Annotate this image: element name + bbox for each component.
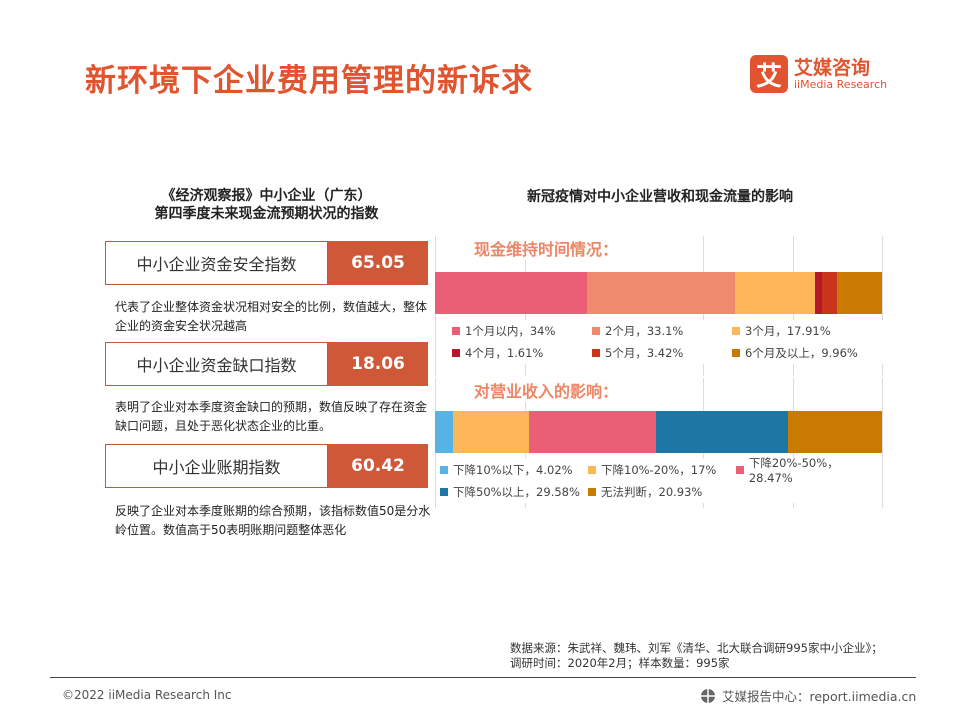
- bar-segment: [814, 272, 823, 314]
- legend-label: 无法判断，20.93%: [601, 485, 703, 499]
- legend-item: 下降20%-50%，28.47%: [736, 456, 880, 485]
- legend-item: 下降10%以下，4.02%: [440, 459, 588, 481]
- logo-mark: 艾: [750, 55, 788, 93]
- bar-segment: [822, 272, 838, 314]
- legend-item: 5个月，3.42%: [592, 342, 732, 364]
- index-desc: 代表了企业整体资金状况相对安全的比例，数值越大，整体企业的资金安全状况越高: [115, 300, 428, 333]
- index-value: 18.06: [328, 342, 428, 386]
- stacked-bar: [435, 411, 882, 453]
- chart-title: 对营业收入的影响：: [474, 378, 623, 402]
- left-heading: 《经济观察报》中小企业（广东） 第四季度未来现金流预期状况的指数: [105, 187, 428, 223]
- logo: 艾 艾媒咨询 iiMedia Research: [750, 55, 887, 93]
- left-heading-line2: 第四季度未来现金流预期状况的指数: [154, 206, 379, 222]
- legend: 下降10%以下，4.02% 下降10%-20%，17% 下降20%-50%，28.4…: [440, 456, 880, 503]
- globe-icon: [701, 688, 715, 703]
- logo-en: iiMedia Research: [794, 77, 888, 91]
- legend-swatch: [452, 327, 460, 335]
- footer-site-text: 艾媒报告中心：report.iimedia.cn: [722, 689, 917, 704]
- chart-title: 现金维持时间情况：: [474, 236, 623, 260]
- bar-segment: [452, 411, 529, 453]
- legend-label: 6个月及以上，9.96%: [745, 346, 858, 360]
- bar-segment: [734, 272, 815, 314]
- stacked-bar: [435, 272, 882, 314]
- legend-label: 1个月以内，34%: [465, 324, 556, 338]
- left-heading-line1: 《经济观察报》中小企业（广东）: [161, 188, 372, 204]
- copyright: ©2022 iiMedia Research Inc: [62, 688, 232, 702]
- legend-item: 6个月及以上，9.96%: [732, 342, 882, 364]
- gridline: [882, 378, 883, 508]
- logo-cn: 艾媒咨询: [794, 56, 871, 79]
- legend-item: 1个月以内，34%: [452, 320, 592, 342]
- legend-swatch: [588, 466, 596, 474]
- index-value: 65.05: [328, 241, 428, 285]
- page-title: 新环境下企业费用管理的新诉求: [85, 63, 533, 99]
- legend-label: 4个月，1.61%: [465, 346, 544, 360]
- source-note: 数据来源：朱武祥、魏玮、刘军《清华、北大联合调研995家中小企业》； 调研时间：…: [510, 641, 883, 671]
- legend-item: 无法判断，20.93%: [588, 481, 736, 503]
- index-desc: 表明了企业对本季度资金缺口的预期，数值反映了存在资金缺口问题，且处于恶化状态企业…: [115, 400, 428, 433]
- legend-label: 3个月，17.91%: [745, 324, 831, 338]
- legend: 1个月以内，34% 2个月，33.1% 3个月，17.91% 4个月，1.61% 5个月…: [452, 320, 892, 364]
- footer-divider: [50, 677, 916, 678]
- legend-label: 下降10%以下，4.02%: [453, 463, 573, 477]
- index-desc: 反映了企业对本季度账期的综合预期，该指标数值50是分水岭位置。数值高于50表明账…: [115, 504, 431, 537]
- legend-label: 2个月，33.1%: [605, 324, 684, 338]
- footer-site: 艾媒报告中心：report.iimedia.cn: [700, 686, 916, 705]
- index-name: 中小企业资金安全指数: [105, 241, 328, 285]
- legend-swatch: [452, 349, 460, 357]
- legend-item: 4个月，1.61%: [452, 342, 592, 364]
- legend-item: 3个月，17.91%: [732, 320, 882, 342]
- legend-swatch: [592, 327, 600, 335]
- legend-item: 2个月，33.1%: [592, 320, 732, 342]
- right-heading: 新冠疫情对中小企业营收和现金流量的影响: [527, 189, 793, 205]
- bar-segment: [837, 272, 882, 314]
- bar-segment: [788, 411, 882, 453]
- legend-label: 下降50%以上，29.58%: [453, 485, 580, 499]
- legend-swatch: [592, 349, 600, 357]
- legend-swatch: [440, 488, 448, 496]
- legend-swatch: [736, 466, 744, 474]
- bar-segment: [656, 411, 789, 453]
- index-value: 60.42: [328, 444, 428, 488]
- legend-swatch: [440, 466, 448, 474]
- bar-segment: [586, 272, 735, 314]
- index-box: 中小企业账期指数 60.42: [105, 444, 428, 488]
- source-line: 调研时间：2020年2月；样本数量：995家: [510, 656, 730, 670]
- legend-label: 5个月，3.42%: [605, 346, 684, 360]
- bar-segment: [528, 411, 657, 453]
- gridline: [882, 236, 883, 376]
- index-box: 中小企业资金安全指数 65.05: [105, 241, 428, 285]
- legend-label: 下降10%-20%，17%: [601, 463, 717, 477]
- legend-item: 下降50%以上，29.58%: [440, 481, 588, 503]
- legend-label: 下降20%-50%，28.47%: [748, 456, 839, 485]
- bar-segment: [435, 411, 453, 453]
- index-name: 中小企业资金缺口指数: [105, 342, 328, 386]
- index-name: 中小企业账期指数: [105, 444, 328, 488]
- bar-segment: [435, 272, 587, 314]
- legend-swatch: [732, 349, 740, 357]
- legend-swatch: [732, 327, 740, 335]
- legend-item: 下降10%-20%，17%: [588, 459, 736, 481]
- legend-swatch: [588, 488, 596, 496]
- index-box: 中小企业资金缺口指数 18.06: [105, 342, 428, 386]
- source-line: 数据来源：朱武祥、魏玮、刘军《清华、北大联合调研995家中小企业》；: [510, 641, 883, 655]
